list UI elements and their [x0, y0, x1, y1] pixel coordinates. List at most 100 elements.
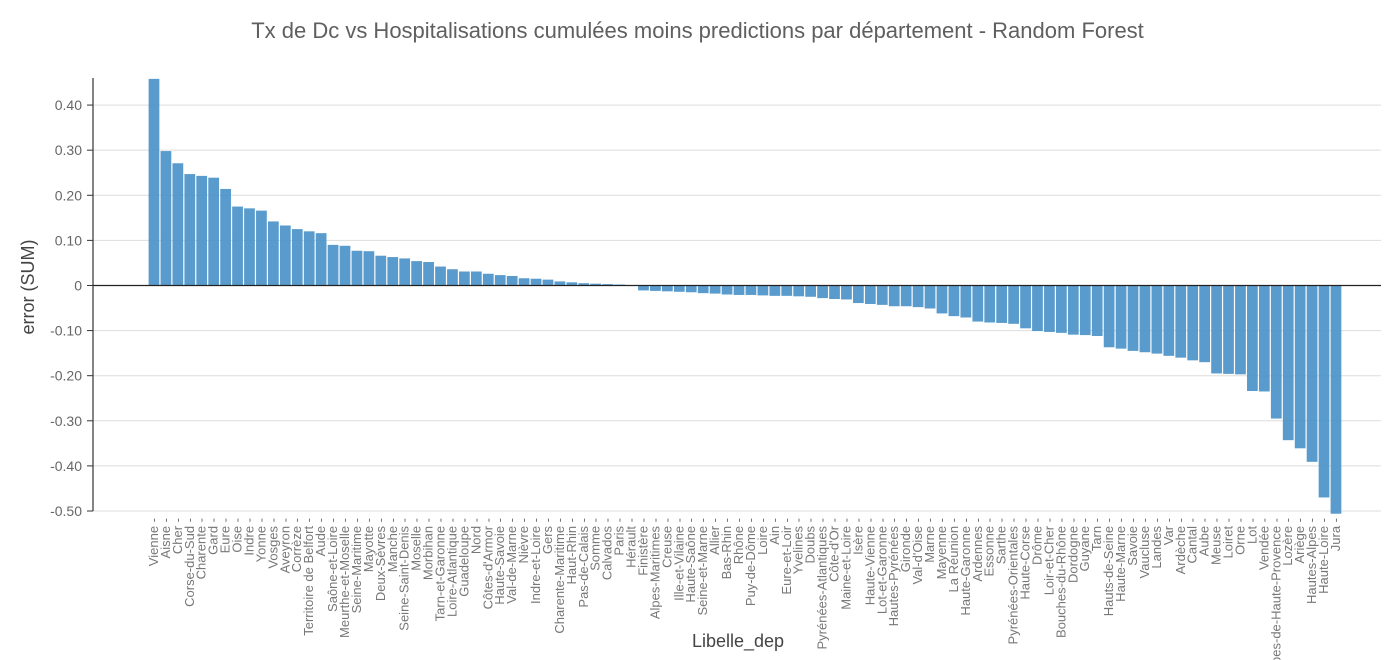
- bar: [315, 233, 327, 286]
- x-tick-label: Alpes-Maritimes -: [647, 518, 662, 619]
- bar: [482, 273, 494, 286]
- bar: [339, 245, 351, 286]
- x-tick-label: Calvados -: [600, 518, 615, 580]
- x-tick-label: Dordogne -: [1065, 518, 1080, 583]
- x-tick-label: Doubs -: [803, 518, 818, 564]
- x-tick-label: Sarthe -: [994, 518, 1009, 564]
- x-tick-label: Ardèche -: [1173, 518, 1188, 574]
- x-tick-label: Orne -: [1232, 518, 1247, 555]
- bar: [351, 250, 363, 286]
- bar: [1175, 285, 1187, 358]
- bar: [924, 285, 936, 309]
- bar: [494, 275, 506, 286]
- y-tick-label: 0.40: [55, 97, 82, 113]
- x-tick-labels: Vienne -Aisne -Cher -Corse-du-Sud -Chare…: [146, 518, 1343, 660]
- bar: [1306, 285, 1318, 462]
- x-tick-label: Seine-Maritime -: [349, 518, 364, 613]
- x-tick-label: Lot-et-Garonne -: [874, 518, 889, 614]
- bar: [1044, 285, 1055, 332]
- x-tick-label: Allier -: [707, 518, 722, 555]
- x-tick-label: Hauts-de-Seine -: [1101, 518, 1116, 616]
- axes: [87, 78, 1381, 512]
- x-tick-label: Somme -: [588, 518, 603, 571]
- bar: [1127, 285, 1139, 351]
- x-tick-label: Pyrénées-Orientales -: [1006, 518, 1021, 644]
- bar: [256, 210, 267, 286]
- x-tick-label: Pas-de-Calais -: [576, 518, 591, 608]
- x-tick-label: Eure-et-Loir -: [779, 518, 794, 595]
- x-tick-label: Aube -: [1197, 518, 1212, 556]
- bar: [148, 78, 160, 286]
- bar: [375, 255, 387, 286]
- bar: [327, 244, 339, 286]
- bar: [279, 225, 291, 286]
- bar: [638, 285, 649, 291]
- x-tick-label: Cantal -: [1185, 518, 1200, 564]
- x-tick-label: Mayenne -: [934, 518, 949, 579]
- x-tick-label: Oise -: [230, 518, 245, 553]
- x-tick-label: Alpes-de-Haute-Provence -: [1268, 518, 1283, 660]
- bar: [566, 282, 578, 286]
- x-tick-label: Eure -: [218, 518, 233, 553]
- x-tick-label: Territoire de Belfort -: [301, 518, 316, 636]
- bar: [661, 285, 673, 292]
- x-tick-label: Seine-et-Marne -: [695, 518, 710, 616]
- bar: [697, 285, 709, 294]
- x-tick-label: Tarn -: [1089, 518, 1104, 551]
- x-tick-label: Bouches-du-Rhône -: [1053, 518, 1068, 638]
- x-tick-label: Nièvre -: [516, 518, 531, 564]
- x-tick-label: Val-de-Marne -: [504, 518, 519, 604]
- x-tick-label: Tarn-et-Garonne -: [433, 518, 448, 621]
- x-tick-label: Lot -: [1244, 518, 1259, 544]
- bar: [267, 221, 279, 286]
- bar: [411, 261, 423, 286]
- x-tick-label: Seine-Saint-Denis -: [397, 518, 412, 631]
- bar: [506, 276, 518, 286]
- bar: [1008, 285, 1019, 324]
- bar: [817, 285, 828, 299]
- x-tick-label: Var -: [1161, 518, 1176, 545]
- x-tick-label: Hérault -: [624, 518, 639, 568]
- bar: [912, 285, 924, 308]
- x-tick-label: Haute-Saône -: [683, 518, 698, 603]
- x-tick-label: Guyane -: [1077, 518, 1092, 571]
- bar: [972, 285, 984, 322]
- x-tick-label: Vienne -: [146, 518, 161, 566]
- x-tick-label: Loiret -: [1221, 518, 1236, 558]
- bar: [1163, 285, 1175, 356]
- bar: [876, 285, 888, 305]
- bar: [829, 285, 840, 300]
- x-tick-label: Meurthe-et-Moselle -: [337, 518, 352, 638]
- x-tick-label: Gers -: [540, 518, 555, 554]
- bar: [435, 266, 446, 286]
- x-tick-label: Corrèze -: [289, 518, 304, 572]
- bar: [1020, 285, 1031, 329]
- bar: [1032, 285, 1043, 332]
- bar: [805, 285, 817, 297]
- bar: [1067, 285, 1079, 335]
- x-tick-label: Loire-Atlantique -: [444, 518, 459, 617]
- x-tick-label: Aisne -: [158, 518, 173, 558]
- x-tick-label: Isère -: [850, 518, 865, 555]
- x-tick-label: Vosges -: [265, 518, 280, 569]
- x-tick-label: Landes -: [1149, 518, 1164, 569]
- bar: [721, 285, 733, 295]
- x-tick-label: Indre -: [241, 518, 256, 556]
- bar: [602, 284, 614, 286]
- bar: [1151, 285, 1163, 354]
- bar: [220, 188, 231, 286]
- y-tick-label: -0.50: [50, 503, 82, 519]
- x-tick-label: Moselle -: [409, 518, 424, 571]
- y-tick-label: 0.20: [55, 187, 82, 203]
- bar: [542, 279, 554, 286]
- bar: [1139, 285, 1151, 353]
- x-tick-label: Indre-et-Loire -: [528, 518, 543, 604]
- bar: [172, 163, 184, 286]
- x-tick-label: Creuse -: [659, 518, 674, 568]
- bar: [841, 285, 852, 300]
- x-tick-label: Ain -: [767, 518, 782, 545]
- x-tick-label: Ariège -: [1292, 518, 1307, 564]
- bar: [1187, 285, 1199, 361]
- bar: [1258, 285, 1270, 392]
